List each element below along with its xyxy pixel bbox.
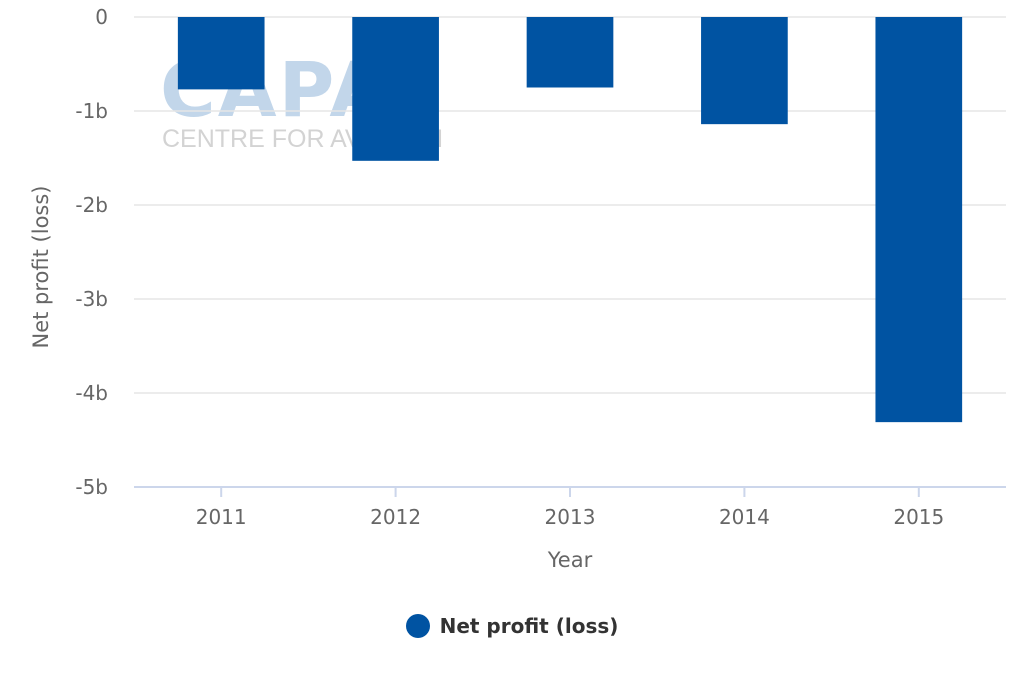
y-tick-label: -3b [75, 287, 108, 311]
x-tick-label: 2013 [545, 505, 596, 529]
y-tick-label: -2b [75, 193, 108, 217]
x-axis: 2011 2012 2013 2014 2015 [134, 486, 1006, 529]
legend[interactable]: Net profit (loss) [0, 606, 1024, 646]
y-tick-label: -4b [75, 381, 108, 405]
x-axis-title: Year [547, 548, 593, 572]
bar-chart: 2011 2012 2013 2014 2015 0 -1b -2b -3b -4b -5b Ye… [29, 5, 1006, 572]
x-tick-label: 2014 [719, 505, 770, 529]
bar [701, 17, 788, 125]
y-tick-label: -5b [75, 475, 108, 499]
x-tick-label: 2015 [893, 505, 944, 529]
y-tick-label: 0 [95, 5, 108, 29]
x-tick-label: 2012 [370, 505, 421, 529]
bar [526, 17, 614, 88]
y-axis-title: Net profit (loss) [29, 186, 53, 349]
x-tick-label: 2011 [196, 505, 247, 529]
bar [177, 17, 265, 90]
y-axis: 0 -1b -2b -3b -4b -5b [75, 5, 108, 499]
legend-marker [405, 614, 430, 638]
bar [875, 17, 963, 423]
bar [352, 17, 439, 161]
y-tick-label: -1b [75, 99, 108, 123]
legend-label[interactable]: Net profit (loss) [439, 614, 619, 638]
bars [177, 17, 963, 423]
